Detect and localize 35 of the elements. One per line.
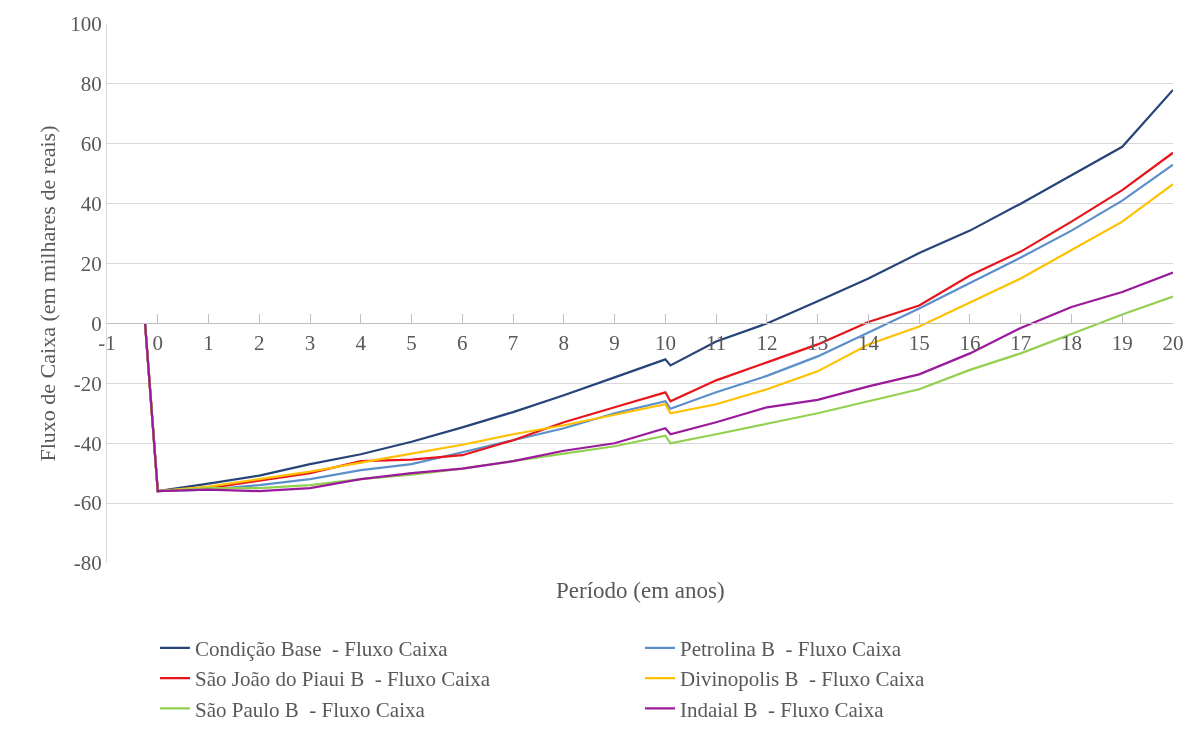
legend-label: Divinopolis B - Fluxo Caixa xyxy=(679,667,926,692)
y-tick-label: -40 xyxy=(73,431,102,456)
y-tick-label: 20 xyxy=(80,251,102,276)
x-tick-label: 10 xyxy=(654,330,676,355)
y-axis-title: Fluxo de Caixa (em milhares de reais) xyxy=(35,125,61,462)
x-tick-label: 19 xyxy=(1111,330,1133,355)
y-tick-label: -60 xyxy=(73,491,102,516)
legend-label: São João do Piaui B - Fluxo Caixa xyxy=(194,667,491,692)
y-tick-label: -20 xyxy=(73,371,102,396)
y-tick-label: 60 xyxy=(80,132,102,157)
legend-label: Petrolina B - Fluxo Caixa xyxy=(679,637,902,662)
y-tick-label: -80 xyxy=(73,551,102,576)
x-tick-label: 16 xyxy=(959,330,981,355)
x-tick-label: 1 xyxy=(203,330,214,355)
x-tick-label: 3 xyxy=(304,330,316,355)
x-tick-label: 17 xyxy=(1010,330,1032,355)
x-tick-label: 15 xyxy=(908,330,930,355)
x-tick-label: 4 xyxy=(355,330,367,355)
legend-label: Condição Base - Fluxo Caixa xyxy=(194,637,449,662)
x-tick-label: 2 xyxy=(254,330,265,355)
x-tick-label: 6 xyxy=(457,330,468,355)
y-tick-label: 100 xyxy=(70,12,102,37)
x-tick-label: 5 xyxy=(406,330,417,355)
y-tick-label: 40 xyxy=(80,192,102,217)
x-tick-label: 7 xyxy=(507,330,519,355)
x-tick-label: 12 xyxy=(756,330,778,355)
x-tick-label: 0 xyxy=(152,330,164,355)
legend-label: São Paulo B - Fluxo Caixa xyxy=(194,697,426,722)
x-tick-label: 8 xyxy=(558,330,570,355)
x-tick-label: 9 xyxy=(609,330,620,355)
y-tick-label: 80 xyxy=(80,72,102,97)
x-tick-label: 20 xyxy=(1162,330,1184,355)
legend-label: Indaial B - Fluxo Caixa xyxy=(679,697,885,722)
x-axis-title: Período (em anos) xyxy=(556,578,725,603)
x-tick-label: 18 xyxy=(1060,330,1082,355)
